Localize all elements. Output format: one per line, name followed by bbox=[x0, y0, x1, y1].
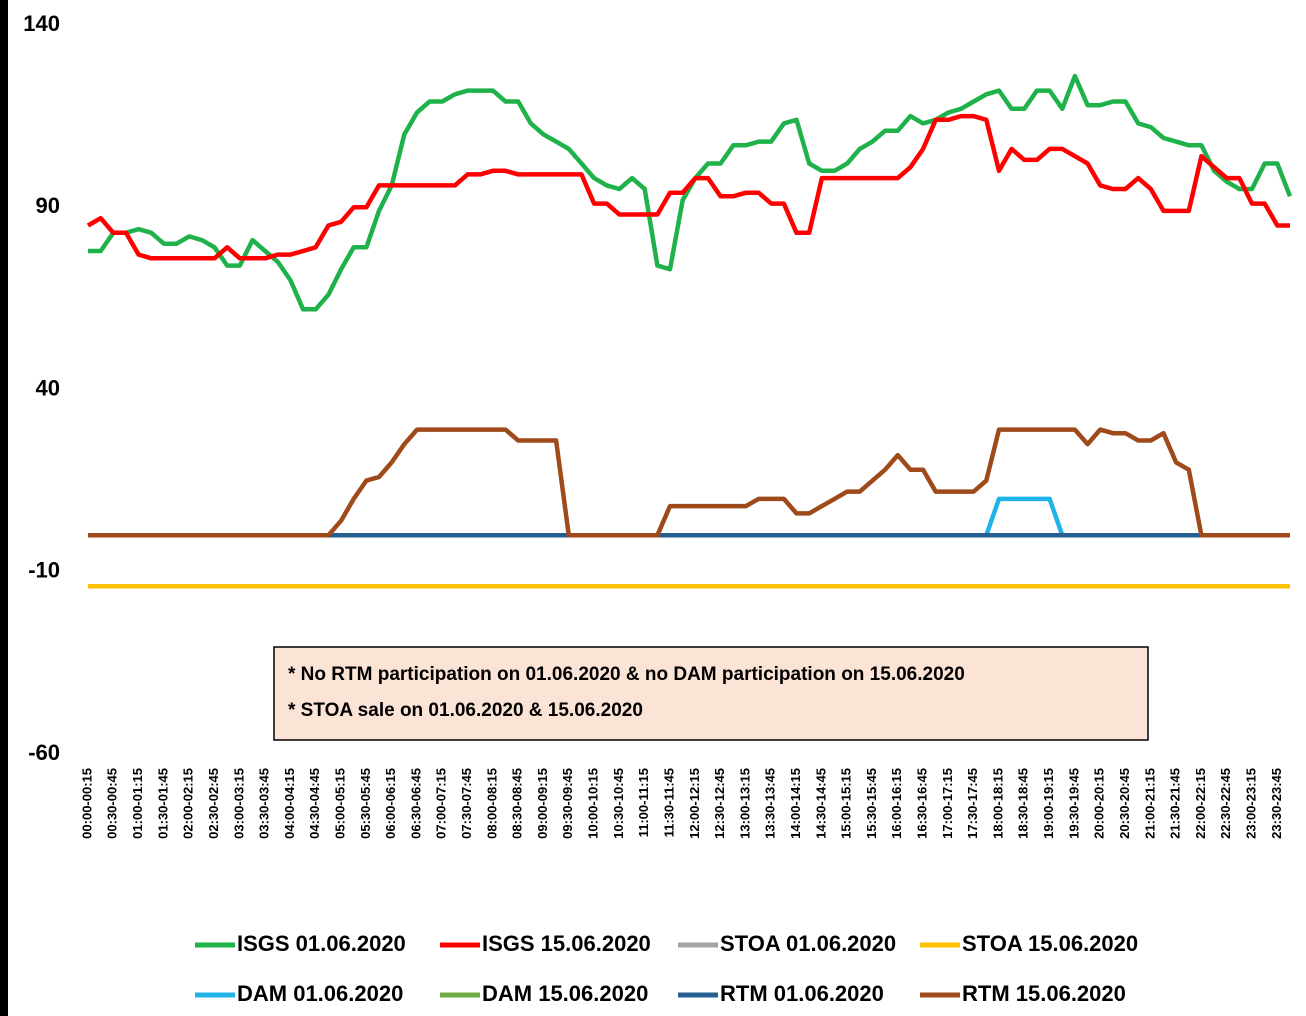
x-tick-label: 21:00-21:15 bbox=[1142, 768, 1157, 839]
y-tick-label: 40 bbox=[36, 375, 60, 400]
x-tick-label: 17:00-17:15 bbox=[940, 768, 955, 839]
x-tick-label: 21:30-21:45 bbox=[1168, 768, 1183, 839]
x-tick-label: 18:30-18:45 bbox=[1016, 768, 1031, 839]
x-tick-label: 12:30-12:45 bbox=[712, 768, 727, 839]
x-tick-label: 19:00-19:15 bbox=[1041, 768, 1056, 839]
x-tick-label: 03:30-03:45 bbox=[257, 768, 272, 839]
legend-label: DAM 01.06.2020 bbox=[237, 981, 403, 1006]
x-tick-label: 10:30-10:45 bbox=[611, 768, 626, 839]
left-border bbox=[0, 0, 8, 1016]
legend-label: ISGS 01.06.2020 bbox=[237, 931, 406, 956]
x-tick-label: 06:00-06:15 bbox=[383, 768, 398, 839]
x-tick-label: 22:30-22:45 bbox=[1218, 768, 1233, 839]
x-tick-label: 07:00-07:15 bbox=[434, 768, 449, 839]
x-tick-label: 20:30-20:45 bbox=[1117, 768, 1132, 839]
y-tick-label: 90 bbox=[36, 193, 60, 218]
x-tick-label: 08:30-08:45 bbox=[510, 768, 525, 839]
legend-label: STOA 15.06.2020 bbox=[962, 931, 1138, 956]
legend-label: STOA 01.06.2020 bbox=[720, 931, 896, 956]
series-line bbox=[88, 73, 1293, 312]
y-tick-label: -60 bbox=[28, 740, 60, 765]
x-tick-label: 09:30-09:45 bbox=[560, 768, 575, 839]
x-tick-label: 20:00-20:15 bbox=[1092, 768, 1107, 839]
x-tick-label: 17:30-17:45 bbox=[965, 768, 980, 839]
annotation: * STOA sale on 01.06.2020 & 15.06.2020 bbox=[288, 700, 643, 721]
legend-label: RTM 15.06.2020 bbox=[962, 981, 1126, 1006]
x-tick-label: 05:00-05:15 bbox=[332, 768, 347, 839]
x-tick-label: 00:30-00:45 bbox=[105, 768, 120, 839]
x-tick-label: 05:30-05:45 bbox=[358, 768, 373, 839]
x-tick-label: 00:00-00:15 bbox=[79, 768, 94, 839]
x-tick-label: 11:00-11:15 bbox=[636, 768, 651, 837]
x-tick-label: 03:00-03:15 bbox=[231, 768, 246, 839]
x-tick-label: 06:30-06:45 bbox=[408, 768, 423, 839]
x-tick-label: 02:30-02:45 bbox=[206, 768, 221, 839]
x-tick-label: 13:00-13:15 bbox=[737, 768, 752, 839]
y-tick-label: 140 bbox=[23, 11, 60, 36]
x-tick-label: 15:00-15:15 bbox=[839, 768, 854, 839]
x-tick-label: 09:00-09:15 bbox=[535, 768, 550, 839]
x-tick-label: 08:00-08:15 bbox=[484, 768, 499, 839]
x-tick-label: 01:30-01:45 bbox=[155, 768, 170, 839]
x-tick-label: 10:00-10:15 bbox=[586, 768, 601, 839]
x-tick-label: 14:00-14:15 bbox=[788, 768, 803, 839]
x-tick-label: 13:30-13:45 bbox=[763, 768, 778, 839]
x-tick-label: 19:30-19:45 bbox=[1066, 768, 1081, 839]
x-tick-label: 15:30-15:45 bbox=[864, 768, 879, 839]
x-tick-label: 01:00-01:15 bbox=[130, 768, 145, 839]
y-tick-label: -10 bbox=[28, 558, 60, 583]
x-tick-label: 04:30-04:45 bbox=[307, 768, 322, 839]
x-tick-label: 16:00-16:15 bbox=[889, 768, 904, 839]
annotation-box bbox=[273, 646, 1149, 741]
annotation: * No RTM participation on 01.06.2020 & n… bbox=[288, 664, 965, 685]
x-tick-label: 22:00-22:15 bbox=[1193, 768, 1208, 839]
x-tick-label: 16:30-16:45 bbox=[915, 768, 930, 839]
x-tick-label: 12:00-12:15 bbox=[687, 768, 702, 839]
legend-label: ISGS 15.06.2020 bbox=[482, 931, 651, 956]
series-line bbox=[86, 113, 1290, 261]
x-tick-label: 18:00-18:15 bbox=[990, 768, 1005, 839]
x-tick-label: 07:30-07:45 bbox=[459, 768, 474, 839]
series-line bbox=[88, 427, 1290, 538]
x-tick-label: 04:00-04:15 bbox=[282, 768, 297, 839]
x-tick-label: 23:00-23:15 bbox=[1243, 768, 1258, 839]
legend-label: DAM 15.06.2020 bbox=[482, 981, 648, 1006]
x-tick-label: 02:00-02:15 bbox=[181, 768, 196, 839]
x-tick-label: 14:30-14:45 bbox=[813, 768, 828, 839]
legend-label: RTM 01.06.2020 bbox=[720, 981, 884, 1006]
x-tick-label: 23:30-23:45 bbox=[1269, 768, 1284, 839]
x-tick-label: 11:30-11:45 bbox=[661, 768, 676, 837]
